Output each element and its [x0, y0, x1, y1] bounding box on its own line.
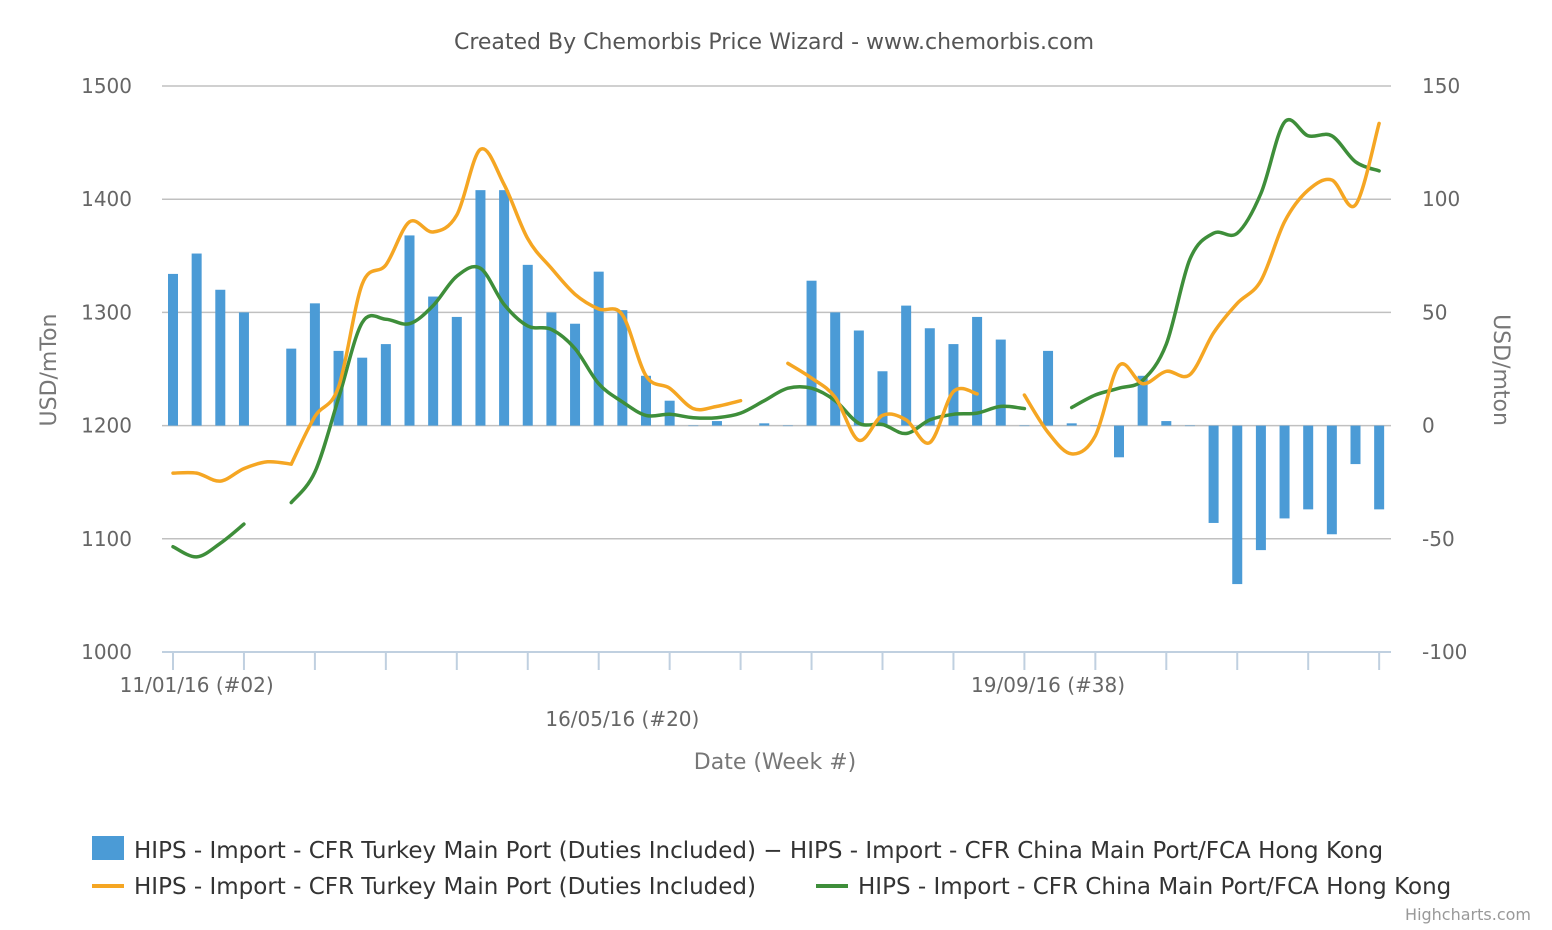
bar [1161, 421, 1172, 426]
y-left-tick-label: 1300 [81, 300, 132, 324]
bar [286, 348, 297, 426]
bar [451, 316, 462, 426]
bar [309, 303, 320, 426]
bar [1255, 425, 1266, 551]
bar [546, 312, 557, 426]
bar [901, 305, 912, 426]
bar [641, 375, 651, 426]
china-line-segment [1069, 118, 1381, 410]
legend-item-china[interactable]: HIPS - Import - CFR China Main Port/FCA … [816, 874, 1451, 900]
china-line-segment [171, 522, 246, 559]
y-right-tick-label: -100 [1422, 640, 1467, 664]
y-right-tick-label: 0 [1422, 414, 1435, 438]
turkey-line-segment [1022, 121, 1381, 456]
bar [1043, 350, 1054, 426]
x-tick-label: 19/09/16 (#38) [971, 673, 1125, 697]
bar-series [168, 190, 1385, 585]
bar [475, 190, 486, 426]
turkey-line-segment [171, 459, 294, 483]
bar [1279, 425, 1290, 519]
bar [924, 328, 935, 426]
bar [499, 190, 510, 426]
legend-item-turkey[interactable]: HIPS - Import - CFR Turkey Main Port (Du… [92, 874, 756, 900]
bar [617, 310, 628, 426]
x-tick-label: 16/05/16 (#20) [545, 707, 699, 731]
bar [215, 289, 226, 426]
china-line-segment [289, 264, 1027, 505]
chart-title: Created By Chemorbis Price Wizard - www.… [454, 30, 1094, 55]
bar [570, 323, 581, 426]
line-series [171, 118, 1381, 559]
bar [1066, 423, 1077, 426]
legend-bar-label: HIPS - Import - CFR Turkey Main Port (Du… [134, 838, 1383, 864]
y-left-tick-label: 1100 [81, 527, 132, 551]
bar [759, 423, 770, 426]
y-left-tick-label: 1000 [81, 640, 132, 664]
y-left-tick-label: 1400 [81, 187, 132, 211]
bar [877, 371, 888, 426]
bar [711, 421, 722, 426]
x-tick-label: 11/01/16 (#02) [120, 673, 274, 697]
bar [688, 425, 699, 427]
y-axis-left-title: USD/mTon [37, 314, 62, 427]
bar [380, 344, 391, 426]
x-axis-title: Date (Week #) [694, 750, 856, 775]
y-axis-right-title: USD/mton [1488, 314, 1513, 426]
bar [191, 253, 202, 426]
legend-china-label: HIPS - Import - CFR China Main Port/FCA … [858, 874, 1451, 900]
bar [782, 425, 793, 427]
bar [1114, 425, 1124, 458]
bar [995, 339, 1006, 426]
legend-turkey-label: HIPS - Import - CFR Turkey Main Port (Du… [134, 874, 756, 900]
bar [168, 273, 178, 426]
legend: HIPS - Import - CFR Turkey Main Port (Du… [92, 836, 1451, 900]
bar [948, 344, 959, 426]
y-right-tick-label: -50 [1422, 527, 1455, 551]
bar [853, 330, 864, 426]
bar [1303, 425, 1314, 510]
y-right-tick-label: 50 [1422, 300, 1447, 324]
y-left-tick-label: 1200 [81, 414, 132, 438]
turkey-line-segment [786, 361, 979, 445]
bar [830, 312, 841, 426]
bar [1019, 425, 1030, 427]
bar [1350, 425, 1361, 465]
axes: 1000 1100 1200 1300 1400 1500 -100 -50 0 50 100 150… [81, 74, 1467, 731]
y-right-tick-label: 100 [1422, 187, 1460, 211]
bar [1374, 425, 1385, 510]
legend-item-bar[interactable]: HIPS - Import - CFR Turkey Main Port (Du… [92, 836, 1383, 864]
bar [428, 296, 439, 426]
y-left-tick-label: 1500 [81, 74, 132, 98]
bar [1232, 425, 1243, 585]
credits[interactable]: Highcharts.com [1405, 905, 1531, 924]
bar [972, 316, 983, 426]
bar [593, 271, 604, 426]
bar [238, 312, 249, 426]
bar [1326, 425, 1337, 535]
bar [806, 280, 817, 426]
legend-bar-symbol [92, 836, 124, 860]
bar [522, 264, 533, 426]
bar [1137, 375, 1148, 426]
bar [1184, 425, 1195, 427]
y-right-tick-label: 150 [1422, 74, 1460, 98]
bar [404, 235, 415, 426]
bar [1208, 425, 1219, 523]
bar [1090, 425, 1101, 427]
bar [357, 357, 368, 426]
turkey-line-segment [289, 147, 743, 466]
